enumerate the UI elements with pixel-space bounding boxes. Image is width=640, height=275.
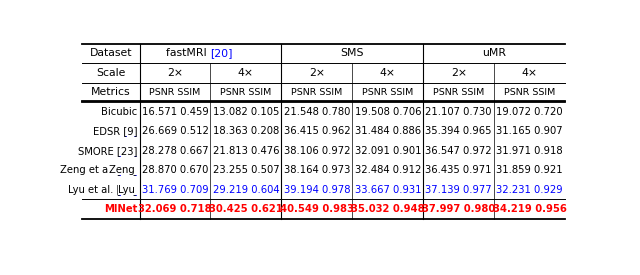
- Text: Metrics: Metrics: [91, 87, 131, 97]
- Text: 32.091 0.901: 32.091 0.901: [355, 146, 421, 156]
- Text: 26.669 0.512: 26.669 0.512: [141, 126, 209, 136]
- Text: 30.425 0.621: 30.425 0.621: [209, 204, 283, 214]
- Text: [9]: [9]: [124, 126, 138, 136]
- Text: 28.870 0.670: 28.870 0.670: [142, 165, 208, 175]
- Text: PSNR SSIM: PSNR SSIM: [362, 88, 413, 97]
- Text: 2×: 2×: [451, 68, 467, 78]
- Text: 13.082 0.105: 13.082 0.105: [212, 107, 279, 117]
- Text: 35.394 0.965: 35.394 0.965: [426, 126, 492, 136]
- Text: Lyu et al. [21]: Lyu et al. [21]: [68, 185, 138, 195]
- Text: fastMRI: fastMRI: [166, 48, 211, 58]
- Text: 2×: 2×: [167, 68, 183, 78]
- Text: 38.106 0.972: 38.106 0.972: [284, 146, 350, 156]
- Text: 35.032 0.948: 35.032 0.948: [351, 204, 424, 214]
- Text: 34.219 0.956: 34.219 0.956: [493, 204, 566, 214]
- Text: 19.508 0.706: 19.508 0.706: [355, 107, 421, 117]
- Text: Zeng et al. [10]: Zeng et al. [10]: [60, 165, 138, 175]
- Text: SMORE [23]: SMORE [23]: [78, 146, 138, 156]
- Text: [10]: [10]: [117, 165, 138, 175]
- Text: PSNR SSIM: PSNR SSIM: [504, 88, 556, 97]
- Text: et al. [10]: et al. [10]: [89, 165, 138, 175]
- Text: Bicubic: Bicubic: [101, 107, 138, 117]
- Text: 32.231 0.929: 32.231 0.929: [496, 185, 563, 195]
- Text: 19.072 0.720: 19.072 0.720: [496, 107, 563, 117]
- Text: uMR: uMR: [482, 48, 506, 58]
- Text: et al. [21]: et al. [21]: [89, 185, 138, 195]
- Text: 31.484 0.886: 31.484 0.886: [355, 126, 421, 136]
- Text: 31.971 0.918: 31.971 0.918: [496, 146, 563, 156]
- Text: 18.363 0.208: 18.363 0.208: [212, 126, 279, 136]
- Text: Lyu: Lyu: [118, 185, 138, 195]
- Text: 4×: 4×: [522, 68, 538, 78]
- Text: 31.859 0.921: 31.859 0.921: [496, 165, 563, 175]
- Text: Zeng: Zeng: [109, 165, 138, 175]
- Text: PSNR SSIM: PSNR SSIM: [433, 88, 484, 97]
- Text: 23.255 0.507: 23.255 0.507: [212, 165, 279, 175]
- Text: Scale: Scale: [96, 68, 125, 78]
- Text: 33.667 0.931: 33.667 0.931: [355, 185, 421, 195]
- Text: PSNR SSIM: PSNR SSIM: [291, 88, 342, 97]
- Text: SMS: SMS: [340, 48, 364, 58]
- Text: [23]: [23]: [117, 146, 138, 156]
- Text: Dataset: Dataset: [90, 48, 132, 58]
- Text: 36.435 0.971: 36.435 0.971: [426, 165, 492, 175]
- Text: 32.069 0.718: 32.069 0.718: [138, 204, 212, 214]
- Text: 37.139 0.977: 37.139 0.977: [426, 185, 492, 195]
- Text: EDSR [9]: EDSR [9]: [93, 126, 138, 136]
- Text: 31.769 0.709: 31.769 0.709: [141, 185, 208, 195]
- Text: 31.165 0.907: 31.165 0.907: [496, 126, 563, 136]
- Text: 21.548 0.780: 21.548 0.780: [284, 107, 350, 117]
- Text: [21]: [21]: [117, 185, 138, 195]
- Text: 32.484 0.912: 32.484 0.912: [355, 165, 421, 175]
- Text: 40.549 0.983: 40.549 0.983: [280, 204, 354, 214]
- Text: 36.415 0.962: 36.415 0.962: [284, 126, 350, 136]
- Text: 21.107 0.730: 21.107 0.730: [426, 107, 492, 117]
- Text: 28.278 0.667: 28.278 0.667: [141, 146, 208, 156]
- Text: [20]: [20]: [211, 48, 233, 58]
- Text: 29.219 0.604: 29.219 0.604: [212, 185, 279, 195]
- Text: 21.813 0.476: 21.813 0.476: [212, 146, 279, 156]
- Text: PSNR SSIM: PSNR SSIM: [149, 88, 200, 97]
- Text: PSNR SSIM: PSNR SSIM: [220, 88, 271, 97]
- Text: 2×: 2×: [309, 68, 325, 78]
- Text: 39.194 0.978: 39.194 0.978: [284, 185, 350, 195]
- Text: 4×: 4×: [238, 68, 254, 78]
- Text: 38.164 0.973: 38.164 0.973: [284, 165, 350, 175]
- Text: 36.547 0.972: 36.547 0.972: [426, 146, 492, 156]
- Text: 16.571 0.459: 16.571 0.459: [141, 107, 209, 117]
- Text: MINet: MINet: [104, 204, 138, 214]
- Text: 4×: 4×: [380, 68, 396, 78]
- Text: 37.997 0.980: 37.997 0.980: [422, 204, 495, 214]
